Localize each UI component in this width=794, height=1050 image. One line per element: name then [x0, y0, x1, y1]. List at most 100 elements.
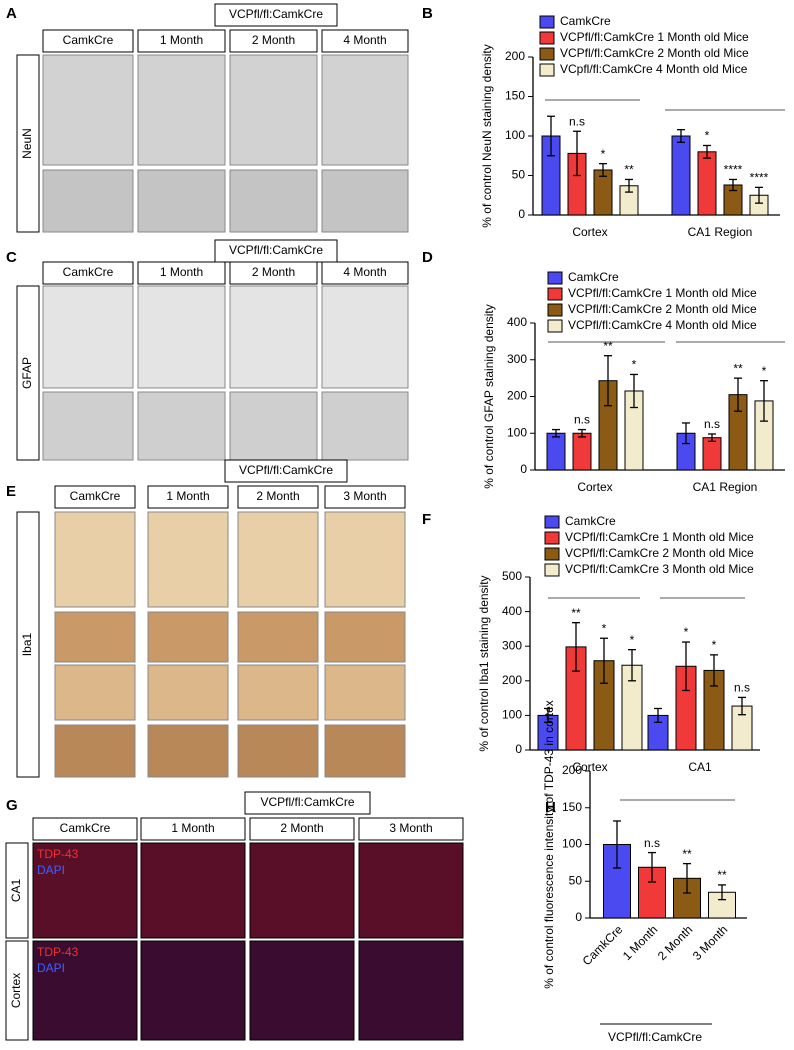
- column-label: CamkCre: [63, 33, 114, 47]
- header-box: [244, 791, 371, 815]
- panel-letter: H: [545, 799, 556, 816]
- x-tick-label: 1 Month: [620, 922, 661, 963]
- column-box: [140, 817, 246, 841]
- column-label: 3 Month: [343, 489, 386, 503]
- legend-swatch: [547, 271, 563, 285]
- y-tick-label: 150: [505, 89, 525, 103]
- significance: *: [712, 638, 717, 652]
- y-tick-label: 100: [562, 837, 582, 851]
- x-tick-label: CA1 Region: [693, 480, 758, 494]
- micrograph: [321, 285, 409, 389]
- header-box: [214, 3, 338, 27]
- x-tick-label: Cortex: [572, 225, 607, 239]
- column-box: [324, 485, 406, 509]
- column-label: 2 Month: [280, 821, 323, 835]
- x-axis-label: VCPfl/fl:CamkCre: [608, 1030, 702, 1044]
- panel-letter: F: [422, 511, 431, 528]
- x-tick-label: Cortex: [577, 480, 612, 494]
- micrograph: [321, 391, 409, 461]
- micrograph: [54, 611, 136, 663]
- legend-label: VCPfl/fl:CamkCre 3 Month old Mice: [565, 562, 754, 576]
- significance: n.s: [734, 681, 750, 695]
- column-label: 1 Month: [160, 265, 203, 279]
- micrograph: [229, 285, 318, 389]
- micrograph: [140, 842, 246, 939]
- column-label: 1 Month: [160, 33, 203, 47]
- y-tick-label: 200: [502, 673, 522, 687]
- y-tick-label: 300: [502, 638, 522, 652]
- micrograph: [321, 54, 409, 166]
- column-label: 4 Month: [343, 265, 386, 279]
- micrograph: [137, 285, 226, 389]
- significance: **: [571, 606, 581, 620]
- column-label: CamkCre: [60, 821, 111, 835]
- row-label: Iba1: [20, 632, 34, 656]
- y-tick-label: 200: [562, 763, 582, 777]
- y-axis-label: % of control GFAP staining density: [482, 304, 496, 489]
- micrograph: [229, 54, 318, 166]
- row-label-box: [16, 285, 40, 461]
- micrograph: [147, 611, 229, 663]
- legend-label: VCPfl/fl:CamkCre 2 Month old Mice: [560, 46, 749, 60]
- micrograph: [237, 511, 319, 608]
- micrograph: [237, 664, 319, 721]
- micrograph: [324, 724, 406, 778]
- micrograph: [42, 169, 134, 233]
- micrograph: [324, 664, 406, 721]
- stain-label: DAPI: [37, 961, 65, 975]
- micrograph: [147, 511, 229, 608]
- stain-label: TDP-43: [37, 945, 79, 959]
- column-label: CamkCre: [63, 265, 114, 279]
- y-tick-label: 150: [562, 800, 582, 814]
- micrograph: [237, 724, 319, 778]
- column-label: CamkCre: [70, 489, 121, 503]
- y-tick-label: 0: [518, 207, 525, 221]
- column-box: [229, 29, 318, 53]
- column-label: 4 Month: [343, 33, 386, 47]
- x-tick-label: CamkCre: [580, 922, 626, 968]
- y-tick-label: 200: [505, 49, 525, 63]
- bar: [572, 432, 592, 471]
- micrograph: [42, 391, 134, 461]
- row-label-box: [5, 842, 29, 939]
- micrograph: [249, 940, 355, 1041]
- column-box: [249, 817, 355, 841]
- x-tick-label: 2 Month: [655, 922, 696, 963]
- micrograph: [358, 940, 464, 1041]
- y-tick-label: 0: [575, 910, 582, 924]
- legend-label: VCpfl/fl:CamkCre 4 Month old Mice: [560, 62, 748, 76]
- column-box: [358, 817, 464, 841]
- column-box: [54, 485, 136, 509]
- column-box: [147, 485, 229, 509]
- header-box: [224, 459, 348, 483]
- micrograph: [229, 169, 318, 233]
- micrograph: [42, 285, 134, 389]
- micrograph: [137, 391, 226, 461]
- x-tick-label: CA1 Region: [688, 225, 753, 239]
- significance: **: [717, 868, 727, 882]
- significance: *: [705, 129, 710, 143]
- significance: *: [762, 364, 767, 378]
- legend-swatch: [539, 15, 555, 29]
- micrograph: [249, 842, 355, 939]
- significance: *: [632, 358, 637, 372]
- significance: n.s: [569, 114, 585, 128]
- y-tick-label: 50: [512, 168, 526, 182]
- y-tick-label: 0: [520, 462, 527, 476]
- column-box: [42, 29, 134, 53]
- micrograph: [137, 54, 226, 166]
- column-box: [229, 261, 318, 285]
- y-tick-label: 100: [505, 128, 525, 142]
- legend-label: VCPfl/fl:CamkCre 2 Month old Mice: [568, 302, 757, 316]
- column-label: 2 Month: [256, 489, 299, 503]
- legend-swatch: [539, 63, 555, 77]
- legend-swatch: [547, 287, 563, 301]
- legend-swatch: [544, 547, 560, 561]
- significance: n.s: [704, 417, 720, 431]
- legend-label: CamkCre: [560, 14, 611, 28]
- significance: *: [630, 633, 635, 647]
- panel-letter: B: [422, 5, 433, 22]
- micrograph: [147, 724, 229, 778]
- legend-swatch: [539, 31, 555, 45]
